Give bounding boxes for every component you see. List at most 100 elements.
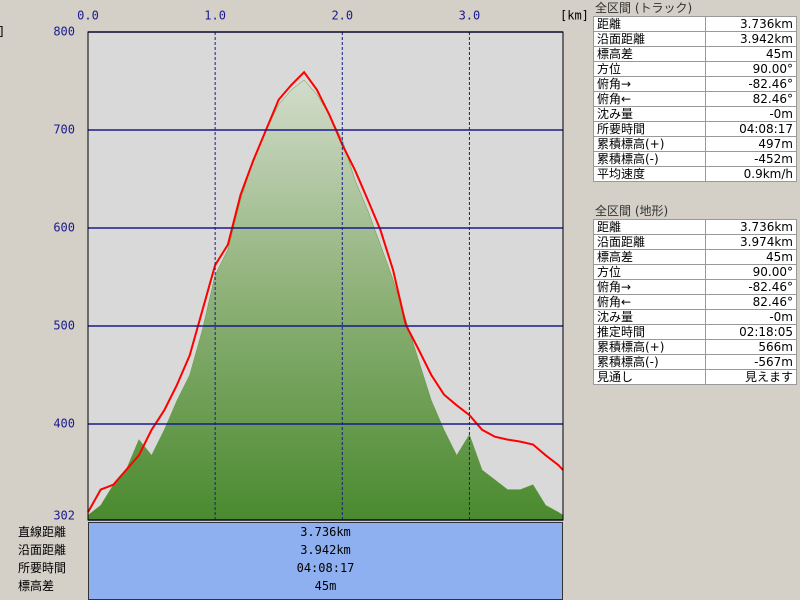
info-label: 所要時間 bbox=[593, 121, 706, 137]
info-row: 推定時間 02:18:05 bbox=[593, 324, 798, 340]
info-label: 距離 bbox=[593, 16, 706, 32]
info-label: 累積標高(-) bbox=[593, 354, 706, 370]
summary-value: 45m bbox=[314, 579, 337, 593]
info-value: 04:08:17 bbox=[704, 121, 798, 137]
info-row: 沈み量 -0m bbox=[593, 106, 798, 122]
info-value: 82.46° bbox=[704, 294, 798, 310]
summary-value: 3.736km bbox=[300, 525, 351, 539]
x-tick-label: 3.0 bbox=[459, 9, 481, 23]
info-row: 標高差 45m bbox=[593, 249, 798, 265]
series-group bbox=[87, 70, 564, 521]
info-value: -82.46° bbox=[704, 76, 798, 92]
info-value: 0.9km/h bbox=[704, 166, 798, 182]
info-value: 02:18:05 bbox=[704, 324, 798, 340]
info-row: 沿面距離 3.974km bbox=[593, 234, 798, 250]
y-tick-label: 400 bbox=[53, 416, 75, 430]
info-label: 沈み量 bbox=[593, 106, 706, 122]
info-row: 俯角→ -82.46° bbox=[593, 76, 798, 92]
info-value: 497m bbox=[704, 136, 798, 152]
info-label: 方位 bbox=[593, 61, 706, 77]
info-value: 3.736km bbox=[704, 16, 798, 32]
info-label: 俯角← bbox=[593, 294, 706, 310]
info-value: 82.46° bbox=[704, 91, 798, 107]
info-row: 累積標高(+) 566m bbox=[593, 339, 798, 355]
x-tick-label: 0.0 bbox=[77, 9, 99, 23]
info-row: 沈み量 -0m bbox=[593, 309, 798, 325]
info-value: -82.46° bbox=[704, 279, 798, 295]
info-value: 見えます bbox=[704, 369, 798, 385]
y-unit: ] bbox=[0, 25, 5, 39]
info-value: 45m bbox=[704, 46, 798, 62]
info-label: 累積標高(+) bbox=[593, 339, 706, 355]
info-label: 推定時間 bbox=[593, 324, 706, 340]
panel-title: 全区間 (トラック) bbox=[595, 1, 693, 15]
info-value: 90.00° bbox=[704, 264, 798, 280]
y-tick-label: 500 bbox=[53, 318, 75, 332]
info-row: 所要時間 04:08:17 bbox=[593, 121, 798, 137]
summary-value: 04:08:17 bbox=[296, 561, 355, 575]
track-line bbox=[87, 70, 564, 513]
summary-value: 3.942km bbox=[300, 543, 351, 557]
info-row: 累積標高(+) 497m bbox=[593, 136, 798, 152]
summary-label: 標高差 bbox=[18, 579, 55, 593]
info-label: 標高差 bbox=[593, 46, 706, 62]
info-value: -0m bbox=[704, 106, 798, 122]
plot-area bbox=[87, 31, 564, 521]
y-tick-label: 700 bbox=[53, 122, 75, 136]
info-value: 90.00° bbox=[704, 61, 798, 77]
info-value: -0m bbox=[704, 309, 798, 325]
info-row: 標高差 45m bbox=[593, 46, 798, 62]
info-label: 標高差 bbox=[593, 249, 706, 265]
info-row: 方位 90.00° bbox=[593, 264, 798, 280]
x-unit: [km] bbox=[560, 9, 589, 23]
info-panel: 全区間 (地形) 距離 3.736km 沿面距離 3.974km 標高差 45m 方位 90.0… bbox=[593, 203, 798, 385]
info-row: 俯角← 82.46° bbox=[593, 294, 798, 310]
info-label: 累積標高(-) bbox=[593, 151, 706, 167]
info-label: 累積標高(+) bbox=[593, 136, 706, 152]
info-label: 俯角→ bbox=[593, 279, 706, 295]
info-label: 方位 bbox=[593, 264, 706, 280]
info-row: 距離 3.736km bbox=[593, 219, 798, 235]
summary: 直線距離 3.736km 沿面距離 3.942km 所要時間 04:08:17 標高差 45m bbox=[0, 522, 566, 600]
info-table: 距離 3.736km 沿面距離 3.942km 標高差 45m 方位 90.00° 俯角→ -82… bbox=[593, 16, 798, 182]
summary-label: 直線距離 bbox=[18, 525, 67, 539]
y-tick-label: 302 bbox=[53, 509, 75, 523]
info-label: 俯角→ bbox=[593, 76, 706, 92]
info-value: 3.974km bbox=[704, 234, 798, 250]
info-label: 距離 bbox=[593, 219, 706, 235]
info-label: 平均速度 bbox=[593, 166, 706, 182]
x-tick-label: 2.0 bbox=[331, 9, 353, 23]
y-tick-label: 600 bbox=[53, 220, 75, 234]
info-label: 沈み量 bbox=[593, 309, 706, 325]
summary-label: 沿面距離 bbox=[18, 543, 67, 557]
y-tick-label: 800 bbox=[53, 25, 75, 39]
info-row: 俯角→ -82.46° bbox=[593, 279, 798, 295]
summary-box bbox=[88, 522, 563, 600]
info-label: 見通し bbox=[593, 369, 706, 385]
info-panel: 全区間 (トラック) 距離 3.736km 沿面距離 3.942km 標高差 45m 方位 90… bbox=[593, 0, 798, 182]
info-row: 方位 90.00° bbox=[593, 61, 798, 77]
info-label: 俯角← bbox=[593, 91, 706, 107]
info-row: 沿面距離 3.942km bbox=[593, 31, 798, 47]
info-row: 累積標高(-) -452m bbox=[593, 151, 798, 167]
summary-label: 所要時間 bbox=[18, 561, 67, 575]
info-row: 平均速度 0.9km/h bbox=[593, 166, 798, 182]
terrain-area bbox=[87, 79, 564, 521]
info-value: 45m bbox=[704, 249, 798, 265]
panel-title: 全区間 (地形) bbox=[595, 204, 669, 218]
info-label: 沿面距離 bbox=[593, 234, 706, 250]
info-row: 俯角← 82.46° bbox=[593, 91, 798, 107]
x-tick-label: 1.0 bbox=[204, 9, 226, 23]
info-label: 沿面距離 bbox=[593, 31, 706, 47]
info-row: 累積標高(-) -567m bbox=[593, 354, 798, 370]
info-row: 距離 3.736km bbox=[593, 16, 798, 32]
info-value: 3.736km bbox=[704, 219, 798, 235]
info-table: 距離 3.736km 沿面距離 3.974km 標高差 45m 方位 90.00° 俯角→ -82… bbox=[593, 219, 798, 385]
info-value: 3.942km bbox=[704, 31, 798, 47]
info-row: 見通し 見えます bbox=[593, 369, 798, 385]
info-value: -567m bbox=[704, 354, 798, 370]
info-value: 566m bbox=[704, 339, 798, 355]
info-value: -452m bbox=[704, 151, 798, 167]
